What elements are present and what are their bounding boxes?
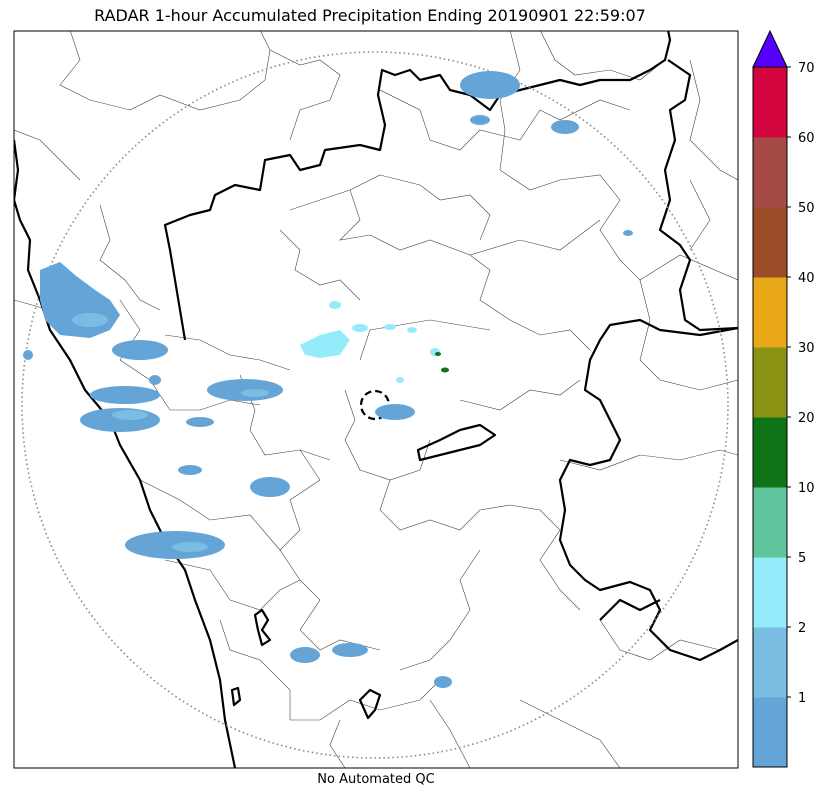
rain-cell [396, 377, 404, 383]
rain-cell [384, 324, 396, 330]
colorbar-segment [753, 557, 787, 628]
rain-cell [186, 417, 214, 427]
rain-cell [434, 676, 452, 688]
colorbar-tick-label: 40 [798, 271, 815, 286]
colorbar-segment [753, 697, 787, 768]
rain-cell [23, 350, 33, 360]
colorbar-tick-label: 30 [798, 341, 815, 356]
colorbar-tick-label: 5 [798, 551, 806, 566]
rain-cell [178, 465, 202, 475]
rain-cell [290, 647, 320, 663]
radar-range-ring [21, 51, 729, 759]
colorbar-segment [753, 487, 787, 558]
rain-cell [40, 262, 120, 338]
qc-note: No Automated QC [317, 772, 435, 787]
colorbar-tick-label: 50 [798, 201, 815, 216]
rain-cell [72, 313, 108, 327]
rain-cell [460, 71, 520, 99]
rain-cell [352, 324, 368, 332]
rain-cell [90, 386, 160, 404]
colorbar-segment [753, 417, 787, 488]
map-frame [13, 30, 739, 769]
rain-cell [375, 404, 415, 420]
rain-cell [332, 643, 368, 657]
rain-cell [551, 120, 579, 134]
rain-cell-heavy [441, 367, 449, 373]
rain-cell [112, 340, 168, 360]
colorbar-segment [753, 347, 787, 418]
colorbar-tick-label: 2 [798, 621, 806, 636]
rain-cell [250, 477, 290, 497]
colorbar-segment [753, 277, 787, 348]
colorbar-extend-arrow [752, 29, 788, 68]
colorbar-tick-label: 10 [798, 481, 815, 496]
colorbar-tick-label: 20 [798, 411, 815, 426]
rain-cell [149, 375, 161, 385]
colorbar-tick-label: 1 [798, 691, 806, 706]
rain-cell [241, 389, 269, 397]
rain-cell [470, 115, 490, 125]
colorbar-segment [753, 627, 787, 698]
district-boundaries [14, 31, 738, 768]
rain-cell [300, 330, 350, 358]
rain-cell [207, 379, 283, 401]
rain-cell [329, 301, 341, 309]
precipitation-colorbar: 1 2 5 10 20 30 40 50 60 70 [752, 29, 815, 768]
colorbar-tick-label: 60 [798, 131, 815, 146]
map-title: RADAR 1-hour Accumulated Precipitation E… [94, 6, 646, 25]
colorbar-segment [753, 67, 787, 138]
rain-cell-heavy [435, 352, 441, 356]
rain-cell [112, 410, 148, 420]
rain-cell [623, 230, 633, 236]
rain-cell [172, 542, 208, 552]
rain-cell [407, 327, 417, 333]
precipitation-echoes [23, 71, 633, 688]
colorbar-segment [753, 207, 787, 278]
colorbar-segment [753, 137, 787, 208]
colorbar-tick-label: 70 [798, 61, 815, 76]
